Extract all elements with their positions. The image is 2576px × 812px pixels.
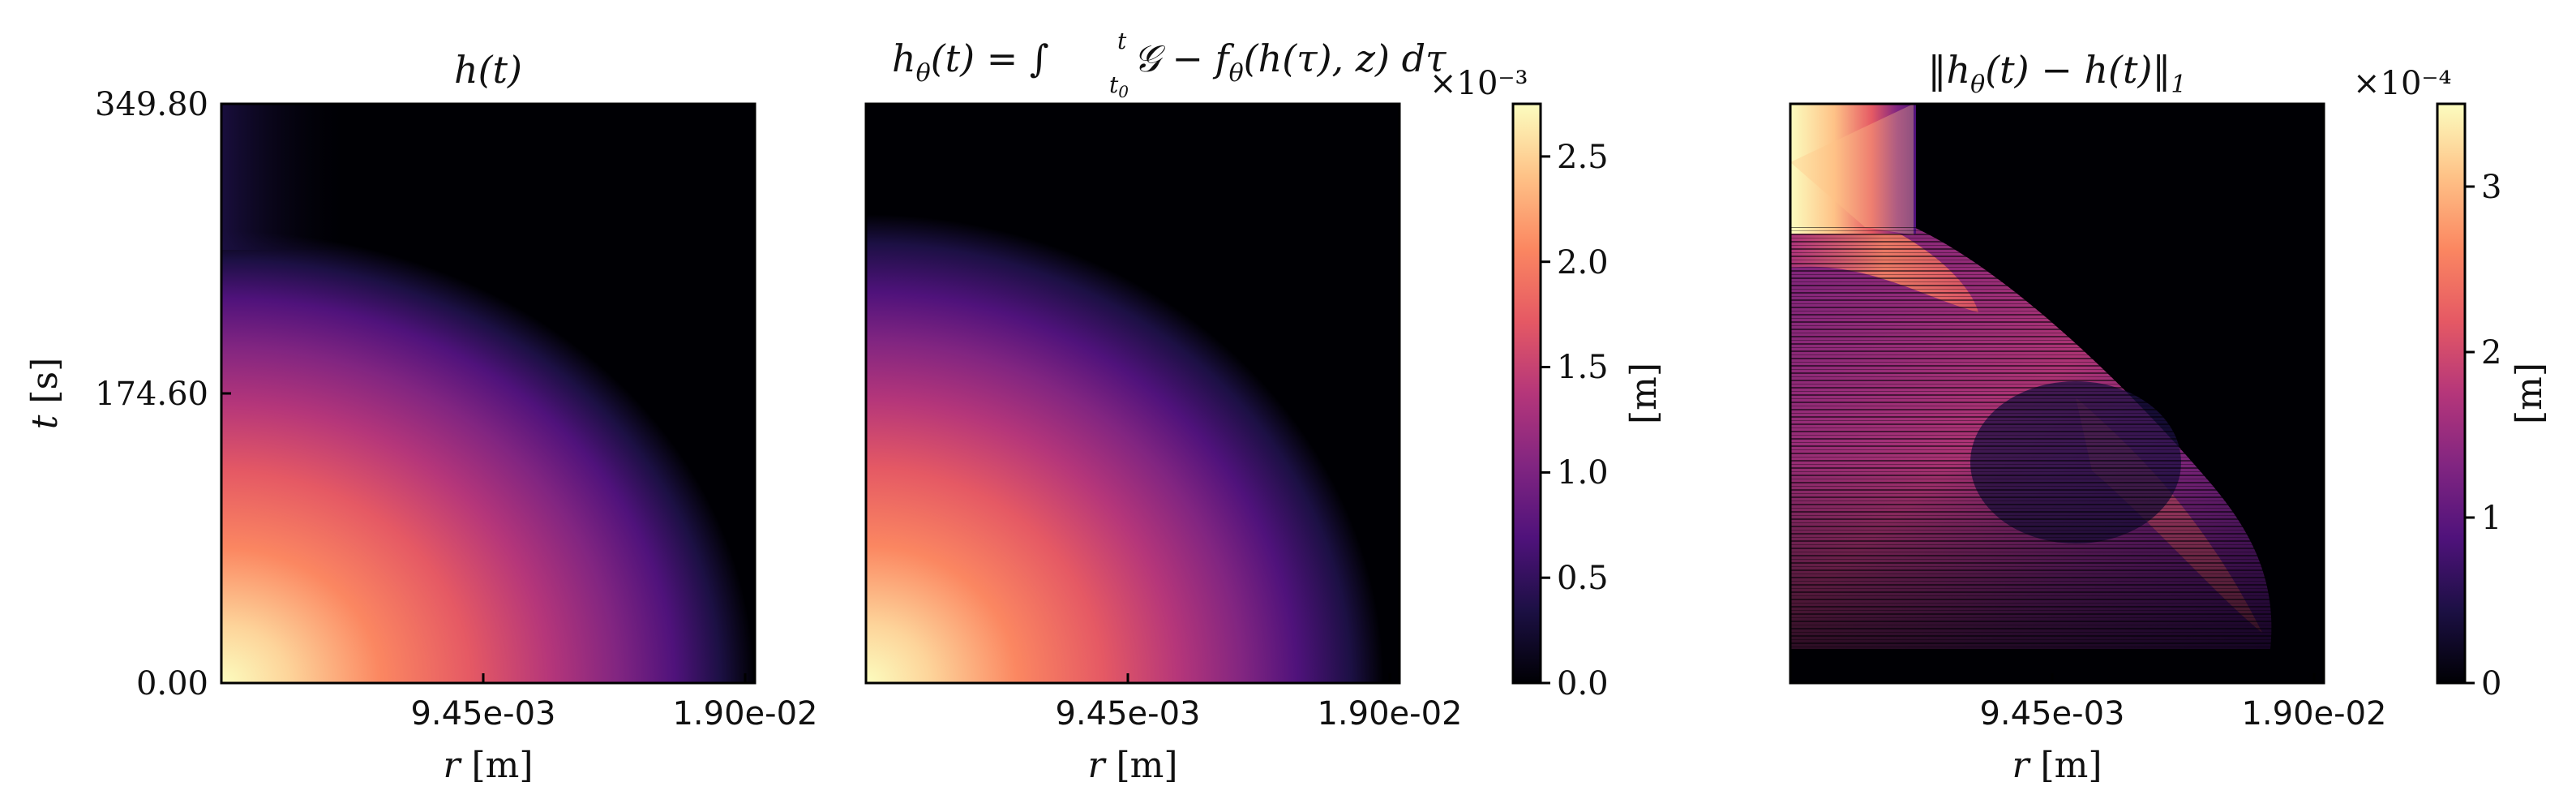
xlabel-3: r [m] — [2012, 745, 2102, 786]
heatmap-h-true — [221, 104, 755, 683]
cb1-tick-5: 2.5 — [1557, 139, 1609, 176]
xtick-2-1: 1.90e-02 — [1317, 695, 1462, 733]
axes-frame-3 — [1789, 102, 2325, 685]
colorbar-1-gradient — [1511, 102, 1542, 685]
colorbar-2: 0 1 2 3 ×10⁻⁴ [m] — [2353, 65, 2550, 702]
colorbar-2-gradient — [2436, 102, 2467, 685]
xtick-3-0: 9.45e-03 — [1979, 695, 2124, 733]
xtick-1-1: 1.90e-02 — [672, 695, 817, 733]
cb1-tick-0: 0.0 — [1557, 665, 1609, 702]
cb1-tick-4: 2.0 — [1557, 244, 1609, 281]
xtick-2-0: 9.45e-03 — [1055, 695, 1200, 733]
cb1-label: [m] — [1623, 363, 1665, 424]
title-h-pred: hθ(t) = ∫ t t0 𝒢 − fθ(h(τ), z) dτ — [892, 28, 1447, 101]
panel-h-pred: 9.45e-03 1.90e-02 hθ(t) = ∫ t t0 𝒢 − fθ(… — [864, 28, 1463, 786]
cb2-tick-2: 2 — [2481, 334, 2501, 372]
cb2-label: [m] — [2509, 363, 2550, 424]
cb2-tick-1: 1 — [2481, 500, 2501, 537]
cb1-multiplier: ×10⁻³ — [1429, 65, 1528, 102]
xtick-3-1: 1.90e-02 — [2241, 695, 2386, 733]
title-error: ‖hθ(t) − h(t)‖1 — [1928, 48, 2187, 99]
cb2-tick-3: 3 — [2481, 169, 2501, 206]
ylabel-1: t [s] — [24, 358, 66, 430]
cb1-tick-1: 0.5 — [1557, 560, 1609, 597]
svg-text:hθ(t) = ∫: hθ(t) = ∫ — [892, 37, 1049, 88]
xlabel-1: r [m] — [443, 745, 533, 786]
cb1-tick-3: 1.5 — [1557, 349, 1609, 386]
heatmap-h-pred — [866, 104, 1399, 683]
colorbar-1: 0.0 0.5 1.0 1.5 2.0 2.5 ×10⁻³ [m] — [1429, 65, 1665, 702]
svg-text:t0: t0 — [1109, 71, 1129, 101]
cb1-tick-2: 1.0 — [1557, 454, 1609, 492]
title-h-true: h(t) — [454, 48, 522, 92]
panel-error: 9.45e-03 1.90e-02 ‖hθ(t) − h(t)‖1 r [m] — [1789, 48, 2387, 786]
axes-frame-2 — [864, 102, 1401, 685]
svg-text:𝒢 − fθ(h(τ), z) dτ: 𝒢 − fθ(h(τ), z) dτ — [1134, 37, 1447, 88]
cb2-tick-0: 0 — [2481, 665, 2501, 702]
xtick-1-0: 9.45e-03 — [410, 695, 555, 733]
cb2-multiplier: ×10⁻⁴ — [2353, 65, 2452, 102]
svg-text:t: t — [1117, 28, 1127, 54]
ytick-2: 349.80 — [95, 86, 208, 123]
panel-h-true: 0.00 174.60 349.80 9.45e-03 1.90e-02 h(t… — [24, 48, 818, 786]
ytick-0: 0.00 — [136, 665, 208, 702]
ytick-1: 174.60 — [95, 376, 208, 413]
xlabel-2: r [m] — [1087, 745, 1177, 786]
heatmap-error — [1790, 104, 2324, 683]
